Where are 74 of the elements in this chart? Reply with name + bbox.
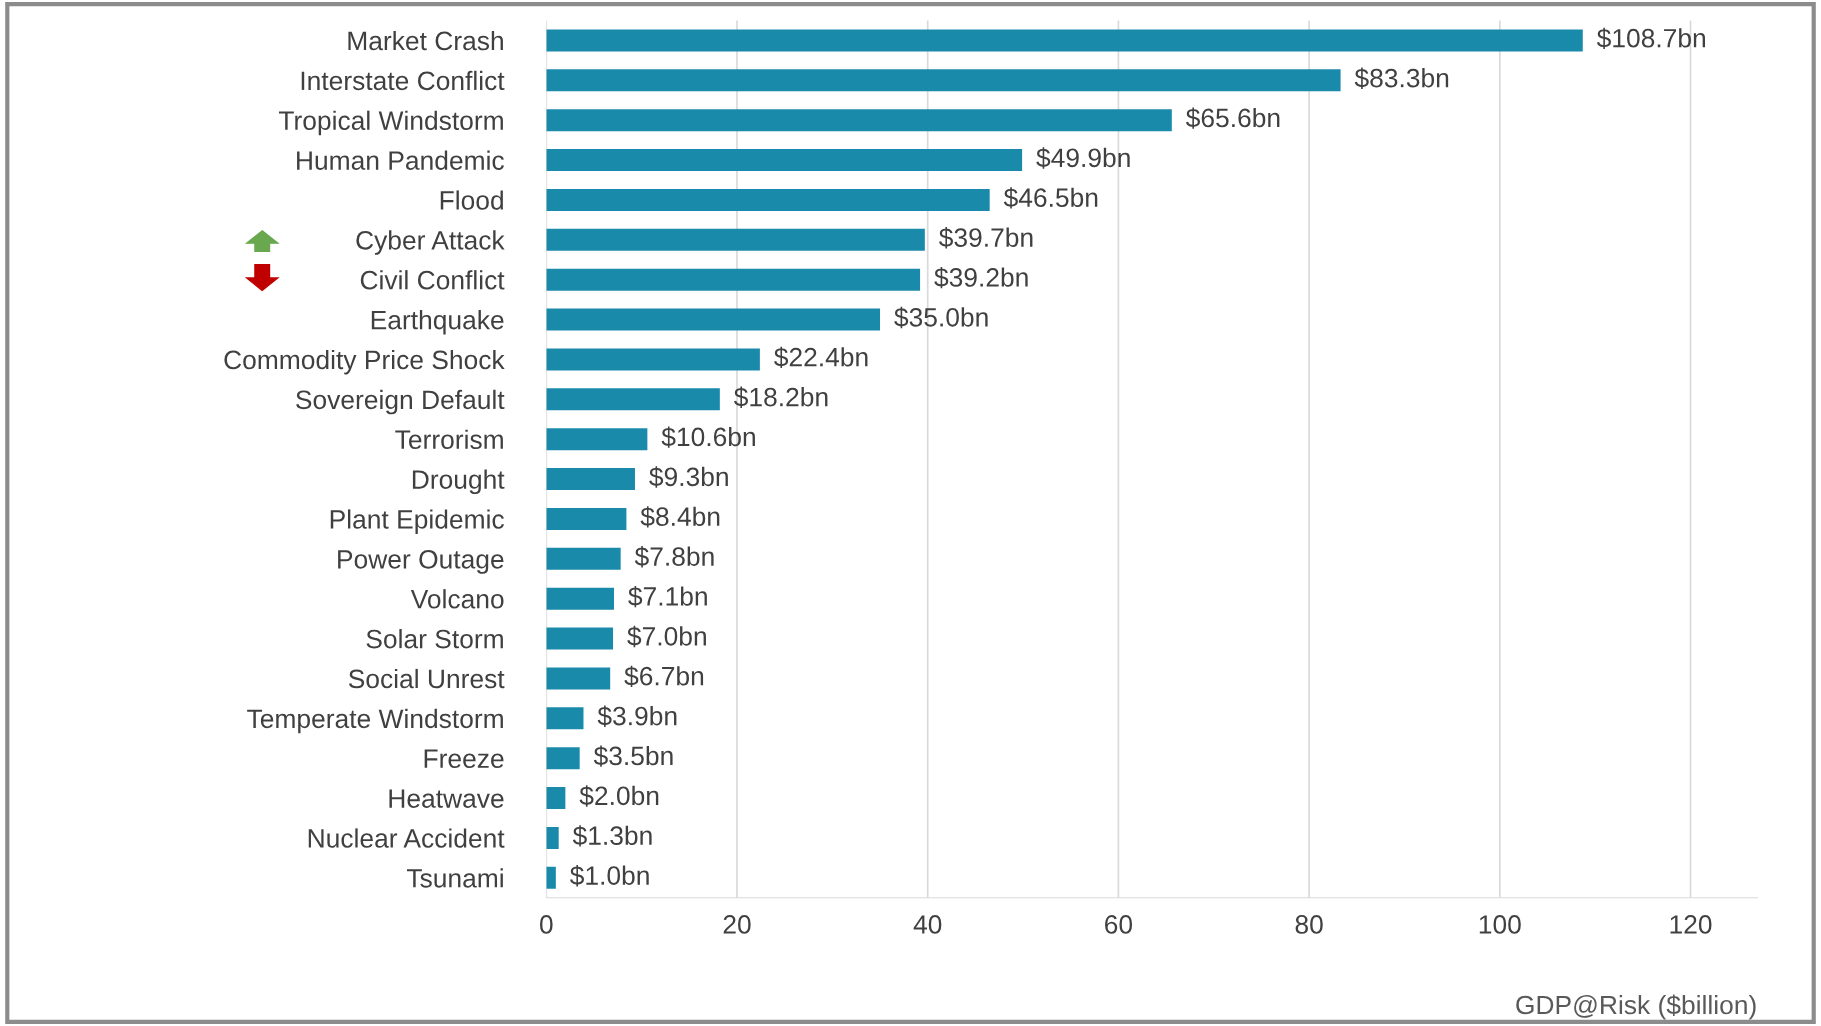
data-label: $46.5bn [1003,187,1098,209]
bar [546,468,635,491]
y-tick-label: Social Unrest [348,668,505,689]
x-tick-label: 60 [1105,915,1133,934]
bar [546,667,611,690]
bar [546,109,1172,132]
y-tick-label: Interstate Conflict [301,70,505,91]
data-label: $6.7bn [624,665,704,688]
y-tick-label: Civil Conflict [360,270,505,290]
bar [546,707,584,730]
bar [546,627,614,650]
data-label: $49.9bn [1036,147,1130,169]
data-label: $8.4bn [640,506,720,528]
data-label: $1.0bn [570,865,649,887]
y-tick-label: Nuclear Accident [308,828,505,848]
y-tick-label: Volcano [410,589,504,609]
bar [546,348,760,371]
bar [546,866,556,889]
data-label: $35.0bn [894,306,988,329]
y-tick-label: Sovereign Default [296,389,505,415]
x-tick-label: 80 [1295,915,1323,934]
y-tick-label: Market Crash [348,30,503,51]
data-label: $3.5bn [593,745,673,767]
y-tick-label: Earthquake [371,310,504,335]
x-tick-label: 100 [1479,915,1521,934]
bar [546,747,580,770]
y-tick-label: Terrorism [395,429,503,450]
data-label: $22.4bn [774,346,868,369]
y-tick-label: Human Pandemic [297,150,504,170]
data-label: $7.0bn [627,625,706,648]
bar [546,587,614,610]
y-tick-label: Drought [412,469,505,495]
data-label: $2.0bn [579,785,659,807]
y-tick-label: Solar Storm [366,629,503,649]
data-label: $83.3bn [1354,67,1449,89]
y-tick-label: Tropical Windstorm [278,110,503,136]
y-tick-label: Freeze [424,749,504,769]
bar [546,308,881,331]
data-label: $108.7bn [1596,27,1706,50]
data-label: $7.1bn [628,585,707,608]
x-axis-title: GDP@Risk ($billion) [1516,994,1756,1020]
bar [546,29,1583,52]
data-label: $3.9bn [597,705,677,727]
bar [546,826,559,849]
data-label: $18.2bn [734,386,828,408]
bar [546,547,621,570]
data-label: $7.8bn [634,546,714,568]
bar [546,428,648,451]
data-label: $65.6bn [1185,107,1280,129]
y-tick-label: Temperate Windstorm [247,708,503,734]
x-tick-label: 40 [913,915,942,934]
bar [546,69,1341,92]
bar [546,228,925,251]
y-tick-label: Heatwave [389,789,504,808]
bar [546,268,921,291]
x-tick-label: 20 [723,915,751,934]
y-tick-label: Plant Epidemic [330,509,504,534]
data-label: $9.3bn [649,466,728,488]
bar [546,787,566,810]
bar [546,388,720,411]
bar [546,507,627,530]
y-tick-label: Flood [440,190,503,210]
y-tick-label: Commodity Price Shock [224,349,505,375]
bar [546,149,1023,172]
y-tick-label: Cyber Attack [356,230,505,255]
data-label: $39.7bn [939,227,1033,249]
bar [546,188,990,211]
y-tick-label: Tsunami [406,868,503,888]
y-tick-label: Power Outage [338,549,504,574]
data-label: $10.6bn [661,426,755,448]
x-tick-label: 120 [1670,915,1712,934]
x-tick-label: 0 [539,915,553,934]
data-label: $1.3bn [572,825,652,847]
data-label: $39.2bn [934,266,1028,289]
